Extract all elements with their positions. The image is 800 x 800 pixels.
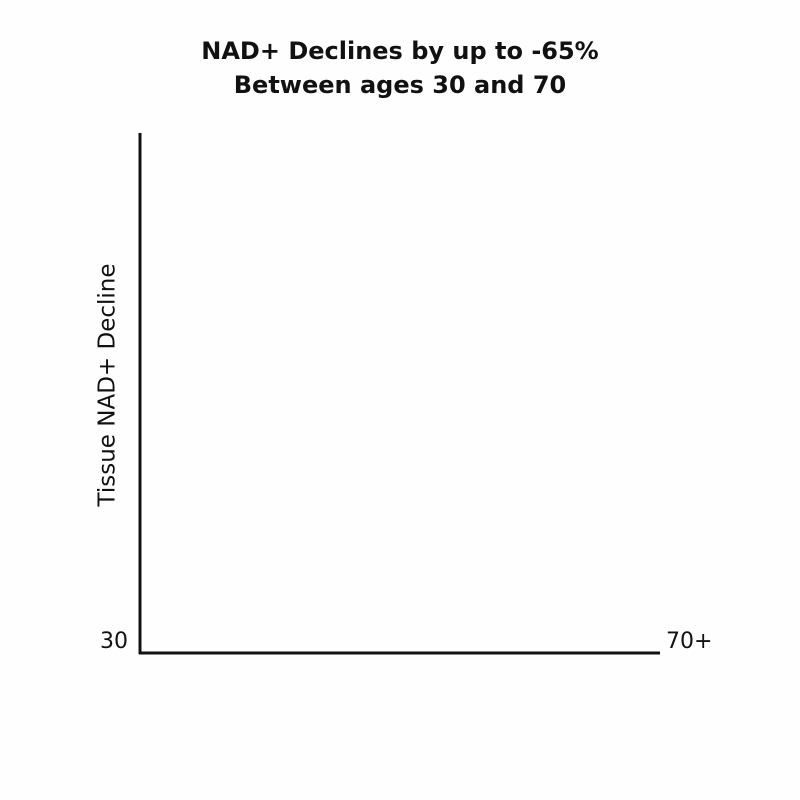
chart-title: Between ages 30 and 70 — [234, 71, 566, 99]
chart-title: NAD+ Declines by up to -65% — [201, 37, 598, 65]
y-axis-label: Tissue NAD+ Decline — [95, 264, 121, 508]
x-tick-label: 30 — [100, 629, 128, 654]
x-tick-label: 70+ — [666, 629, 712, 654]
